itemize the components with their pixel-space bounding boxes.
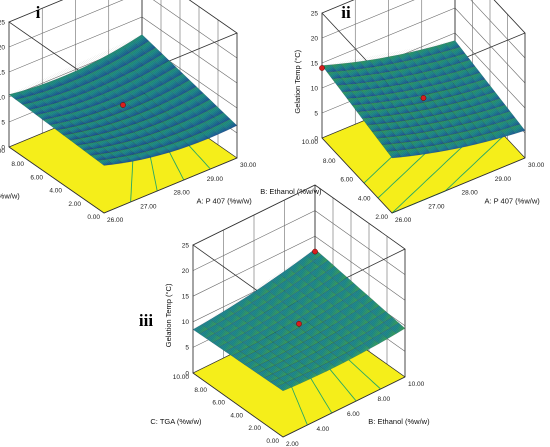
b-tick-label: 2.00 xyxy=(248,425,261,432)
z-tick-label: 0 xyxy=(185,370,189,377)
a-tick-label: 29.00 xyxy=(495,176,512,183)
design-point xyxy=(296,320,302,327)
box-top xyxy=(321,0,526,89)
box-base-front xyxy=(192,372,406,438)
b-axis-label: C: TGA (%w/w) xyxy=(150,417,202,426)
a-tick-label: 30.00 xyxy=(528,162,545,169)
b-tick-label: 4.00 xyxy=(49,188,62,195)
a-tick-label: 8.00 xyxy=(378,396,391,403)
z-tick-label: 20 xyxy=(0,44,5,51)
b-tick-label: 4.00 xyxy=(230,412,243,419)
a-tick-label: 26.00 xyxy=(107,217,124,224)
z-tick-label: 5 xyxy=(1,119,5,126)
b-tick-label: 6.00 xyxy=(30,174,43,181)
box-base-front xyxy=(8,146,238,214)
panel-label: ii xyxy=(341,3,351,22)
design-point xyxy=(120,102,126,108)
b-tick-label: 10.00 xyxy=(302,139,319,146)
panel-label: i xyxy=(36,3,41,22)
z-gridline xyxy=(8,0,238,34)
b-tick-label: 2.00 xyxy=(375,214,388,221)
b-tick-label: 8.00 xyxy=(194,387,207,394)
a-tick-label: 2.00 xyxy=(286,441,299,447)
surface-mesh-overlay xyxy=(193,249,405,391)
z-gridline xyxy=(321,0,526,34)
z-tick-label: 10 xyxy=(311,85,319,92)
a-axis-label: A: P 407 (%w/w) xyxy=(196,196,252,205)
b-tick-label: 8.00 xyxy=(11,161,24,168)
a-tick-label: 4.00 xyxy=(317,426,330,433)
z-axis-label: Gelation Temp (°C) xyxy=(164,283,173,347)
panel-ii: 0 5 10 15 20 25 26.00 27.00 28.00 29.00 30.00 2.00 4… xyxy=(260,0,545,224)
a-tick-label: 30.00 xyxy=(240,162,257,169)
z-tick-label: 5 xyxy=(185,345,189,352)
z-tick-label: 10 xyxy=(182,319,190,326)
box-top xyxy=(8,0,238,89)
b-tick-label: 0.00 xyxy=(87,214,100,221)
z-tick-label: 25 xyxy=(182,242,190,249)
z-tick-label: 15 xyxy=(0,69,5,76)
z-tick-label: 0 xyxy=(314,135,318,142)
b-axis-label: C: TGA (%w/w) xyxy=(0,192,20,201)
a-axis-label: A: P 407 (%w/w) xyxy=(484,196,540,205)
a-tick-label: 6.00 xyxy=(347,411,360,418)
a-tick-label: 10.00 xyxy=(408,381,425,388)
z-tick-label: 15 xyxy=(182,294,190,301)
z-tick-label: 25 xyxy=(311,10,319,17)
z-tick-label: 25 xyxy=(0,19,5,26)
b-tick-label: 0.00 xyxy=(266,438,279,445)
surface-mesh-overlay xyxy=(9,34,237,166)
a-tick-label: 29.00 xyxy=(207,176,224,183)
b-tick-label: 6.00 xyxy=(340,177,353,184)
design-point xyxy=(312,248,318,255)
b-tick-label: 10.00 xyxy=(173,374,190,381)
design-point xyxy=(319,65,325,71)
z-axis-label: Gelation Temp (°C) xyxy=(293,49,302,113)
design-point xyxy=(420,95,427,101)
z-tick-label: 15 xyxy=(311,60,319,67)
box-top xyxy=(192,184,406,310)
box-base-front xyxy=(321,137,526,214)
z-gridline xyxy=(8,0,238,59)
b-tick-label: 6.00 xyxy=(212,400,225,407)
z-tick-label: 5 xyxy=(314,110,318,117)
z-tick-label: 20 xyxy=(182,268,190,275)
panel-label: iii xyxy=(139,311,153,330)
b-tick-label: 2.00 xyxy=(68,201,81,208)
b-tick-label: 8.00 xyxy=(323,158,336,165)
z-tick-label: 10 xyxy=(0,94,5,101)
a-tick-label: 28.00 xyxy=(174,190,191,197)
b-tick-label: 4.00 xyxy=(358,195,371,202)
z-gridline xyxy=(321,0,526,59)
panel-i: 0 5 10 15 20 25 26.00 27.00 28.00 29.00 30.00 0.00 2… xyxy=(0,0,257,224)
a-tick-label: 26.00 xyxy=(395,217,412,224)
a-tick-label: 27.00 xyxy=(140,203,157,210)
panel-iii: 0 5 10 15 20 25 2.00 4.00 6.00 8.00 10.00 0.00 2.00 4… xyxy=(139,184,430,447)
a-tick-label: 27.00 xyxy=(428,203,445,210)
a-axis-label: B: Ethanol (%w/w) xyxy=(368,417,430,426)
a-tick-label: 28.00 xyxy=(462,190,479,197)
b-axis-label: B: Ethanol (%w/w) xyxy=(260,187,322,196)
b-tick-label: 10.00 xyxy=(0,148,5,155)
z-tick-label: 0 xyxy=(1,144,5,151)
z-tick-label: 20 xyxy=(311,35,319,42)
